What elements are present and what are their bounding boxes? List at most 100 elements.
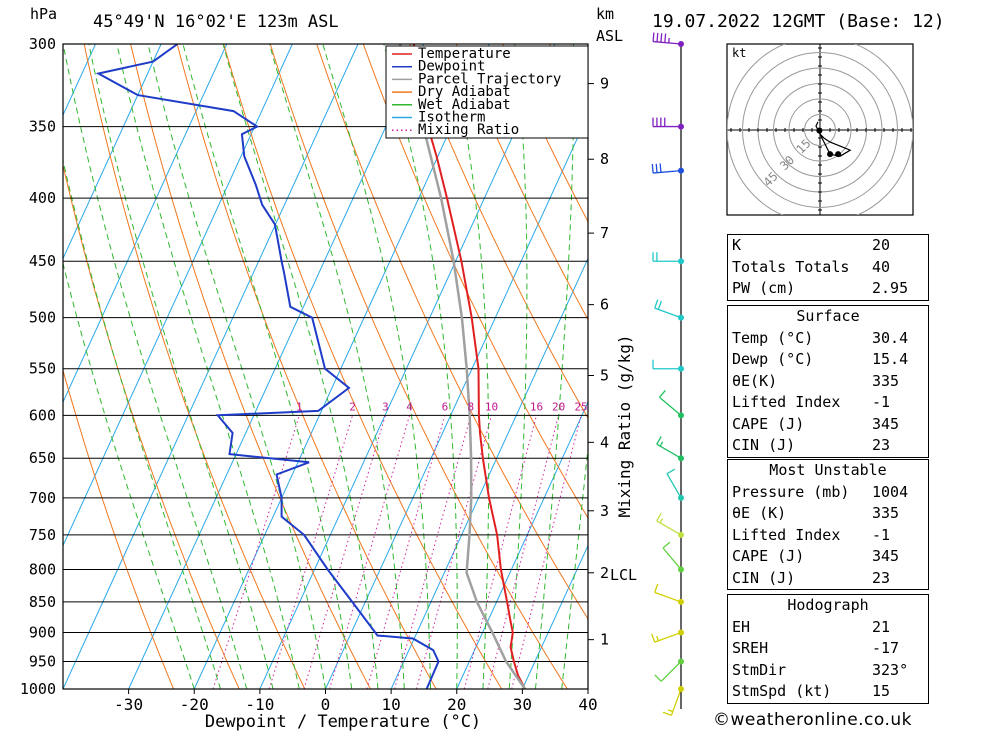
isotherm-line — [193, 44, 490, 689]
row-value: 2.95 — [872, 279, 909, 297]
legend-entry: Dry Adiabat — [418, 84, 511, 100]
wind-level-dot — [678, 531, 684, 538]
pressure-tick-label: 850 — [29, 593, 56, 611]
row-value: 15.4 — [872, 350, 909, 368]
table-row: Dewp (°C) 15.4 — [728, 349, 928, 371]
mixing-ratio-axis-title: Mixing Ratio (g/kg) — [615, 334, 634, 517]
wind-barb-staff — [654, 591, 682, 603]
pressure-tick-label: 500 — [29, 309, 56, 327]
mixing-ratio-label: 6 — [442, 400, 449, 413]
hodograph-table: Hodograph EH 21 SREH -17 StmDir 323° StmSpd (kt… — [727, 594, 929, 704]
x-tick-label: 0 — [321, 695, 331, 714]
dry-adiabat-line — [922, 44, 1000, 689]
wind-barb-flag — [650, 633, 656, 643]
dry-adiabat-line — [362, 44, 588, 519]
pressure-tick-label: 700 — [29, 489, 56, 507]
legend-box — [385, 45, 589, 139]
km-tick-label: 9 — [600, 75, 609, 93]
wind-level-dot — [678, 412, 684, 419]
table-row: Lifted Index -1 — [728, 392, 928, 414]
wet-adiabat-line — [535, 44, 575, 689]
row-value: 23 — [872, 568, 891, 587]
pressure-tick-label: 1000 — [20, 680, 56, 698]
km-tick-label: 4 — [600, 433, 609, 451]
x-tick-label: -30 — [114, 695, 143, 714]
dry-adiabat-line — [968, 44, 1000, 689]
wind-barb-flag — [660, 33, 663, 43]
isotherm-line — [390, 257, 588, 689]
wind-barb-staff — [653, 40, 682, 45]
row-label: CAPE (J) — [732, 547, 805, 565]
pressure-tick-label: 400 — [29, 189, 56, 207]
credit-text: ©weatheronline.co.uk — [713, 710, 913, 730]
row-label: StmDir — [732, 660, 787, 679]
wet-adiabat-line — [268, 44, 405, 689]
row-label: CAPE (J) — [732, 414, 805, 433]
wind-barb-flag — [666, 468, 676, 475]
row-value: 40 — [872, 257, 891, 276]
storm-motion-point — [835, 151, 842, 158]
row-label: PW (cm) — [732, 279, 796, 297]
wind-barb-half — [667, 709, 673, 713]
mixing-ratio-label: 25 — [574, 400, 587, 413]
row-label: Temp (°C) — [732, 328, 814, 347]
mixing-ratio-label: 20 — [552, 400, 565, 413]
pressure-tick-label: 800 — [29, 560, 56, 578]
wind-barb-flag — [662, 711, 672, 716]
row-value: 1004 — [872, 482, 909, 501]
dry-adiabat-line — [63, 163, 240, 689]
hpa-unit-label: hPa — [30, 5, 57, 23]
wet-adiabat-line — [508, 44, 528, 689]
hodograph-point — [816, 127, 823, 134]
table-row: StmDir 323° — [728, 660, 928, 682]
table-row: SREH -17 — [728, 638, 928, 660]
wind-barb-staff — [670, 688, 682, 716]
wind-barb-flag — [655, 163, 658, 173]
pressure-tick-label: 750 — [29, 526, 56, 544]
wind-level-dot — [678, 455, 684, 462]
km-tick-label: 3 — [600, 502, 609, 520]
x-tick-label: 30 — [513, 695, 532, 714]
table-row: Totals Totals 40 — [728, 257, 928, 279]
dewpoint-series-line — [95, 44, 440, 689]
wet-adiabat-line — [449, 44, 490, 689]
row-label: θE(K) — [732, 371, 778, 390]
wind-barb-staff — [654, 631, 682, 643]
hodograph-ring — [788, 98, 852, 162]
wind-barb-staff — [666, 473, 682, 499]
wind-level-dot — [678, 598, 684, 605]
legend-entry: Wet Adiabat — [418, 97, 511, 113]
dry-adiabat-line — [223, 44, 503, 689]
location-title: 45°49'N 16°02'E 123m ASL — [93, 12, 339, 32]
row-value: -1 — [872, 525, 891, 544]
row-label: EH — [732, 617, 751, 636]
x-tick-label: 10 — [381, 695, 400, 714]
x-tick-label: 40 — [578, 695, 597, 714]
pressure-tick-label: 300 — [29, 35, 56, 53]
table-row: EH 21 — [728, 617, 928, 639]
wind-barb-flag — [659, 390, 666, 398]
isotherm-line — [259, 44, 556, 689]
table-row: Pressure (mb) 1004 — [728, 482, 928, 504]
table-title: Most Unstable — [769, 461, 887, 479]
row-value: 21 — [872, 617, 891, 636]
wind-barb-half — [656, 635, 659, 642]
table-row: Temp (°C) 30.4 — [728, 328, 928, 350]
table-title: Surface — [796, 307, 860, 325]
row-value: 30.4 — [872, 328, 909, 347]
dry-adiabat-line — [502, 44, 588, 223]
isotherm-line — [128, 44, 425, 689]
table-row: θE(K) 335 — [728, 371, 928, 393]
hodograph-ring — [742, 52, 898, 208]
pressure-tick-label: 900 — [29, 624, 56, 642]
wind-barb-flag — [657, 300, 663, 310]
asl-unit-label: ASL — [596, 27, 623, 45]
km-tick-label: 6 — [600, 296, 609, 314]
mixing-ratio-label: 3 — [382, 400, 389, 413]
mixing-ratio-line — [394, 415, 472, 689]
legend-entry: Dewpoint — [418, 59, 485, 75]
wind-barb-flag — [656, 436, 662, 445]
wind-level-dot — [678, 258, 684, 265]
wind-barb-flag — [654, 674, 662, 682]
